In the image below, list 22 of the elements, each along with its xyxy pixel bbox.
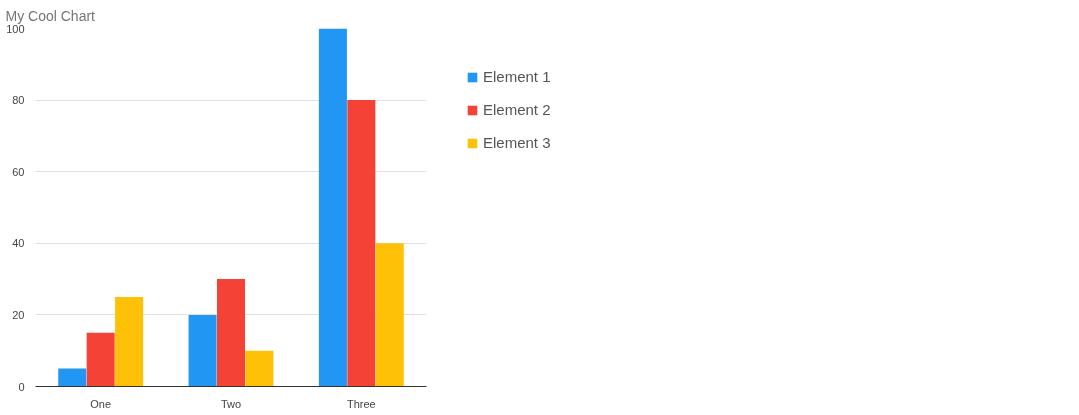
y-tick-label: 60: [12, 165, 25, 178]
bar: [188, 314, 217, 387]
y-tick-label: 40: [12, 237, 25, 250]
x-tick-label: One: [90, 397, 112, 410]
legend-label: Element 3: [483, 134, 551, 151]
chart-title: My Cool Chart: [5, 7, 96, 24]
bar: [318, 28, 347, 387]
bar: [86, 332, 115, 387]
bar: [245, 350, 274, 387]
y-tick-label: 0: [18, 380, 25, 393]
x-tick-label: Two: [220, 397, 242, 410]
bar: [115, 297, 144, 387]
legend-label: Element 2: [483, 101, 551, 118]
y-tick-label: 100: [6, 22, 25, 35]
y-tick-label: 20: [12, 308, 25, 321]
y-tick-label: 80: [12, 94, 25, 107]
x-tick-label: Three: [346, 397, 376, 410]
bar: [375, 243, 404, 387]
bar: [216, 279, 246, 387]
bar: [347, 100, 376, 387]
legend-label: Element 1: [483, 68, 551, 85]
bar: [58, 368, 87, 387]
